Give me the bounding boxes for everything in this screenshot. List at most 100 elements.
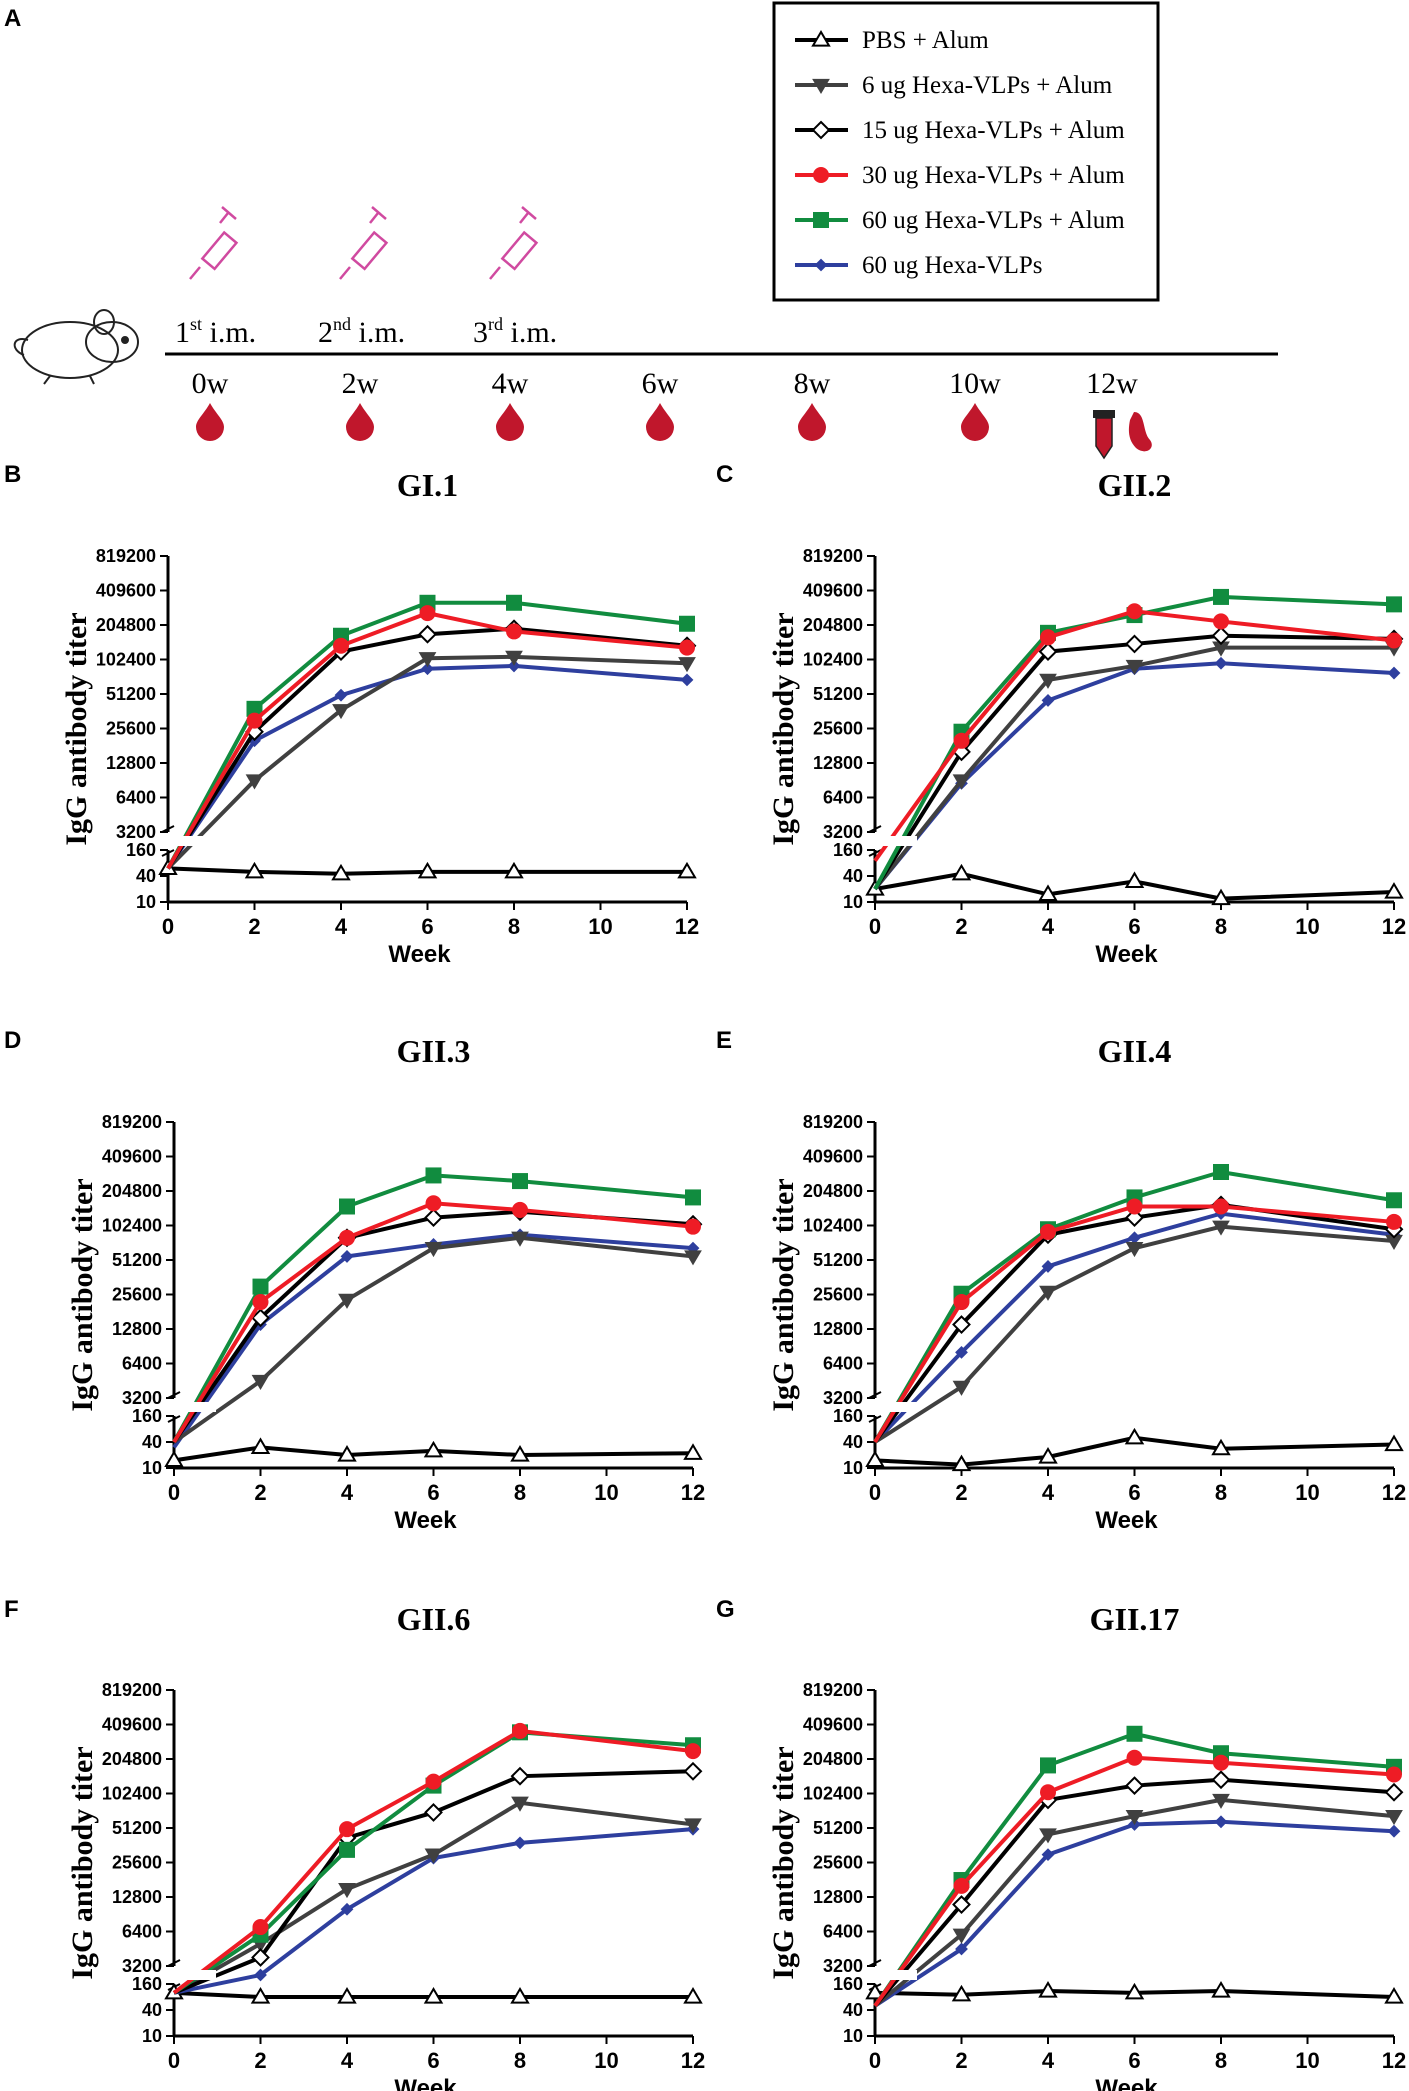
series-3 bbox=[172, 1195, 701, 1444]
y-tick-label: 819200 bbox=[803, 1680, 863, 1700]
data-point bbox=[504, 861, 524, 879]
series-line bbox=[172, 1728, 694, 1995]
data-point bbox=[1211, 1438, 1231, 1456]
data-point bbox=[505, 650, 523, 666]
immunization-2-label: 2nd i.m. bbox=[318, 314, 405, 349]
y-tick-label: 25600 bbox=[106, 719, 156, 739]
data-point bbox=[250, 1987, 271, 2004]
data-point bbox=[424, 1848, 443, 1864]
panel-letter-b: B bbox=[4, 461, 21, 488]
data-point bbox=[1038, 884, 1058, 901]
legend-item: 60 ug Hexa-VLPs bbox=[795, 252, 1043, 279]
y-tick-label: 204800 bbox=[803, 1749, 863, 1769]
y-tick-label: 6400 bbox=[116, 788, 156, 808]
series-line bbox=[873, 1224, 1395, 1444]
y-tick-label: 40 bbox=[142, 1432, 162, 1452]
y-tick-label: 3200 bbox=[823, 1956, 863, 1976]
y-tick-label: 409600 bbox=[102, 1147, 162, 1167]
y-axis-label: IgG antibody titer bbox=[767, 1178, 800, 1411]
series-2 bbox=[173, 1761, 703, 1995]
x-tick-label: 0 bbox=[869, 2048, 881, 2073]
data-point bbox=[506, 623, 522, 640]
data-point bbox=[1385, 1810, 1403, 1826]
x-tick-label: 8 bbox=[1215, 2048, 1227, 2073]
x-tick-label: 6 bbox=[421, 914, 433, 939]
data-point bbox=[423, 1440, 444, 1458]
x-tick-label: 12 bbox=[675, 914, 699, 939]
data-point bbox=[1126, 1725, 1143, 1742]
data-point bbox=[1384, 1987, 1404, 2004]
blood-drop-icon bbox=[961, 403, 989, 441]
series-line bbox=[167, 866, 687, 876]
y-tick-label: 12800 bbox=[106, 753, 156, 773]
data-point bbox=[1384, 1434, 1404, 1452]
y-tick-label: 51200 bbox=[106, 684, 156, 704]
y-tick-label: 6400 bbox=[823, 788, 863, 808]
y-tick-label: 25600 bbox=[112, 1853, 162, 1873]
y-tick-label: 3200 bbox=[122, 1388, 162, 1408]
data-point bbox=[1211, 1770, 1231, 1790]
y-axis-label: IgG antibody titer bbox=[767, 1746, 800, 1979]
y-tick-label: 819200 bbox=[803, 546, 863, 566]
y-tick-label: 40 bbox=[142, 2000, 162, 2020]
series-1 bbox=[873, 1220, 1403, 1444]
mouse-icon bbox=[13, 309, 139, 385]
data-point bbox=[1039, 1285, 1057, 1301]
data-point bbox=[1124, 1427, 1145, 1445]
data-point bbox=[684, 1818, 702, 1834]
data-point bbox=[1386, 1766, 1402, 1783]
data-point bbox=[953, 1877, 970, 1894]
y-tick-label: 10 bbox=[142, 1458, 162, 1478]
y-axis-label: IgG antibody titer bbox=[60, 612, 93, 845]
series-line bbox=[874, 871, 1395, 901]
legend-item: 60 ug Hexa-VLPs + Alum bbox=[795, 207, 1125, 234]
series-line bbox=[172, 1232, 694, 1449]
data-point bbox=[424, 1208, 443, 1228]
y-tick-label: 204800 bbox=[102, 1749, 162, 1769]
x-tick-label: 2 bbox=[955, 2048, 967, 2073]
y-tick-label: 102400 bbox=[96, 650, 156, 670]
data-point bbox=[1125, 634, 1144, 654]
y-tick-label: 51200 bbox=[112, 1818, 162, 1838]
data-point bbox=[340, 1250, 354, 1263]
series-5 bbox=[166, 659, 694, 870]
data-point bbox=[339, 1841, 355, 1858]
data-point bbox=[1128, 1231, 1141, 1245]
data-point bbox=[252, 1294, 269, 1311]
series-0 bbox=[865, 863, 1404, 906]
chart-gi-1: GI.1 IgG antibody titer 819200 409600 204800… bbox=[60, 467, 699, 968]
x-tick-label: 2 bbox=[254, 1480, 266, 1505]
series-0 bbox=[164, 1437, 703, 1467]
data-point bbox=[951, 1454, 972, 1472]
series-line bbox=[873, 1211, 1395, 1444]
data-point bbox=[865, 1982, 885, 2000]
spleen-icon bbox=[1128, 412, 1152, 452]
data-point bbox=[680, 673, 694, 687]
data-point bbox=[513, 1836, 527, 1850]
series-3 bbox=[172, 1722, 701, 1995]
axis-gap bbox=[170, 836, 210, 846]
data-point bbox=[246, 712, 263, 729]
legend-marker bbox=[813, 212, 829, 228]
data-point bbox=[1214, 1815, 1228, 1829]
data-point bbox=[331, 863, 351, 881]
series-5 bbox=[172, 1228, 700, 1449]
y-tick-label: 10 bbox=[843, 2026, 863, 2046]
x-axis-label: Week bbox=[1095, 941, 1158, 968]
series-line bbox=[873, 1755, 1395, 2007]
series-line bbox=[166, 600, 688, 870]
chart-title: GII.4 bbox=[1098, 1033, 1172, 1069]
data-point bbox=[1387, 1824, 1401, 1838]
x-tick-label: 10 bbox=[588, 914, 612, 939]
chart-gii-4: GII.4 IgG antibody titer 819200 409600 20480… bbox=[767, 1033, 1406, 1534]
series-line bbox=[173, 1769, 694, 1995]
data-point bbox=[1040, 1757, 1056, 1774]
y-tick-label: 160 bbox=[833, 840, 863, 860]
series-3 bbox=[873, 1198, 1402, 1444]
x-tick-label: 8 bbox=[514, 1480, 526, 1505]
data-point bbox=[1387, 666, 1401, 680]
x-tick-label: 8 bbox=[1215, 1480, 1227, 1505]
x-tick-label: 0 bbox=[168, 2048, 180, 2073]
y-tick-label: 40 bbox=[843, 866, 863, 886]
